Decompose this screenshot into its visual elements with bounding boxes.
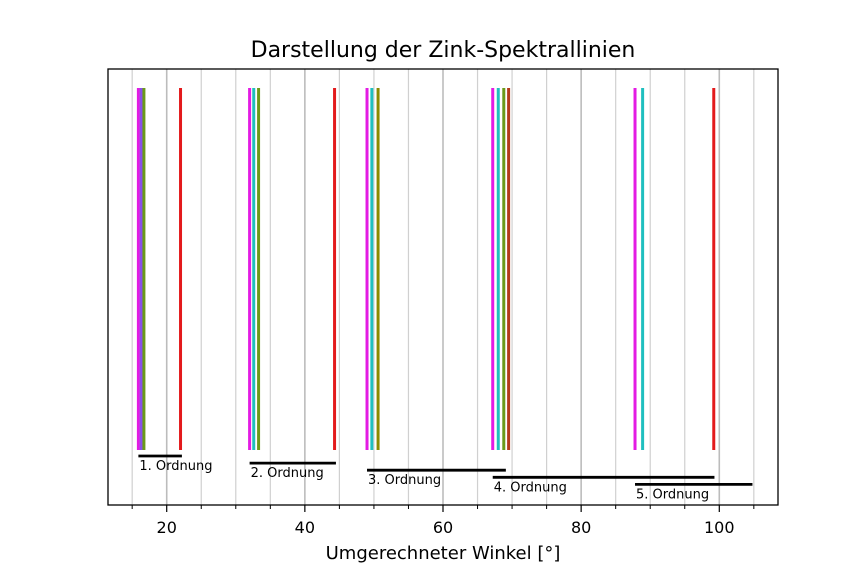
x-tick-label: 40: [295, 518, 315, 537]
chart-title: Darstellung der Zink-Spektrallinien: [251, 38, 636, 63]
order-label: 1. Ordnung: [139, 459, 212, 474]
order-brackets: 1. Ordnung 2. Ordnung 3. Ordnung 4. Ordnung…: [138, 454, 753, 502]
order-label: 3. Ordnung: [368, 473, 441, 488]
x-axis-label: Umgerechneter Winkel [°]: [326, 543, 561, 564]
spectral-lines: [136, 88, 716, 450]
order-label: 4. Ordnung: [494, 480, 567, 495]
x-tick-label: 100: [704, 518, 735, 537]
order-label: 2. Ordnung: [251, 466, 324, 481]
x-axis-ticks: 20 40 60 80 100: [131, 505, 755, 537]
x-tick-label: 20: [157, 518, 177, 537]
grid-lines: [131, 69, 755, 505]
order-label: 5. Ordnung: [636, 487, 709, 502]
x-tick-label: 80: [571, 518, 591, 537]
x-tick-label: 60: [433, 518, 453, 537]
